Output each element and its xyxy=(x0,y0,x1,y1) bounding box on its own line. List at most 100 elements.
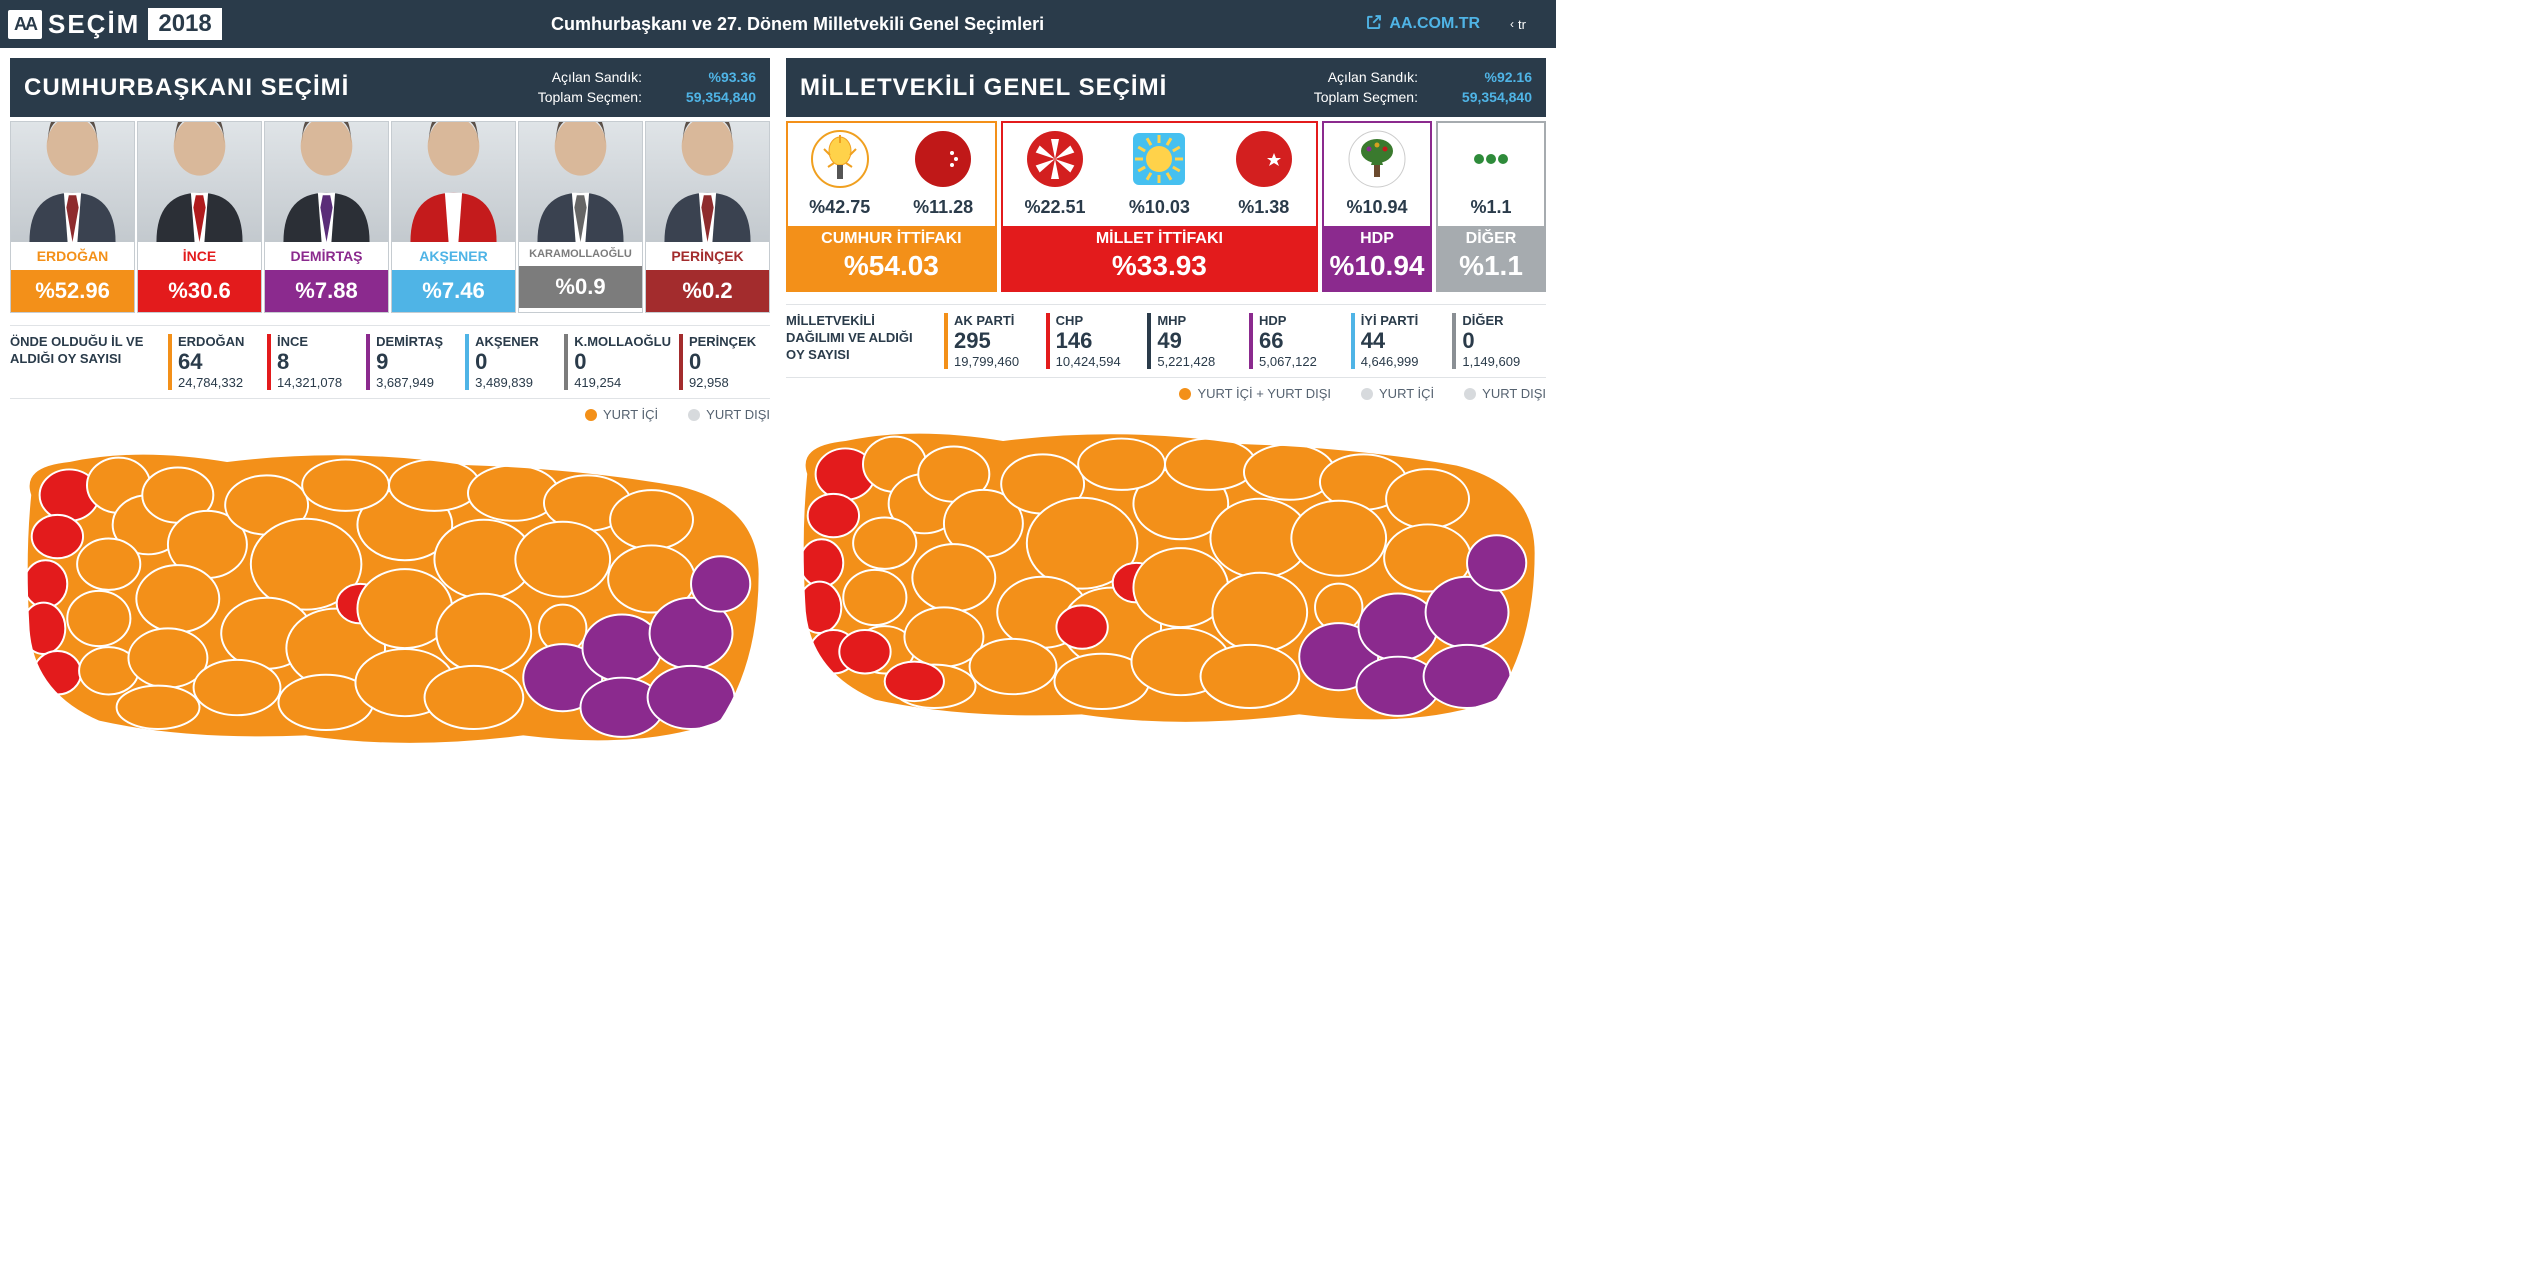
alliance-name: DİĞER xyxy=(1438,226,1544,248)
legend-item[interactable]: YURT İÇİ xyxy=(1361,386,1434,401)
party-col[interactable]: %11.28 xyxy=(891,123,994,226)
site-link[interactable]: AA.COM.TR xyxy=(1365,13,1480,36)
strip-big: 44 xyxy=(1361,328,1445,354)
alliance-name: CUMHUR İTTİFAKI xyxy=(788,226,995,248)
candidate-pct: %52.96 xyxy=(11,270,134,312)
alliance-parties: %10.94 xyxy=(1324,123,1430,226)
strip-small: 5,067,122 xyxy=(1259,354,1343,369)
party-icon-chp xyxy=(1025,129,1085,189)
party-icon-hdp xyxy=(1347,129,1407,189)
alliance-footer: MİLLET İTTİFAKI %33.93 xyxy=(1003,226,1316,290)
presidential-panel: CUMHURBAŞKANI SEÇİMİ Açılan Sandık: %93.3… xyxy=(10,58,770,762)
logo: AA SEÇİM 2018 xyxy=(0,8,230,40)
alliance-box[interactable]: %42.75 %11.28 CUMHUR İTTİFAKI %54.03 xyxy=(786,121,997,292)
legend-item[interactable]: YURT İÇİ + YURT DIŞI xyxy=(1179,386,1331,401)
party-col[interactable]: %1.38 xyxy=(1212,123,1316,226)
candidate-card[interactable]: ERDOĞAN %52.96 xyxy=(10,121,135,313)
alliance-box[interactable]: %10.94 HDP %10.94 xyxy=(1322,121,1432,292)
candidate-name: İNCE xyxy=(138,242,261,270)
alliance-box[interactable]: %1.1 DİĞER %1.1 xyxy=(1436,121,1546,292)
map-legend-left: YURT İÇİ YURT DIŞI xyxy=(10,407,770,422)
candidate-card[interactable]: İNCE %30.6 xyxy=(137,121,262,313)
party-pct: %1.1 xyxy=(1438,189,1544,226)
strip-col: AK PARTİ 295 19,799,460 xyxy=(944,313,1038,369)
strip-big: 0 xyxy=(574,349,671,375)
candidate-pct: %0.2 xyxy=(646,270,769,312)
map-left[interactable] xyxy=(10,426,770,762)
candidate-photo xyxy=(265,122,388,242)
candidate-card[interactable]: DEMİRTAŞ %7.88 xyxy=(264,121,389,313)
voters-val: 59,354,840 xyxy=(1442,88,1532,108)
party-icon-mhp xyxy=(913,129,973,189)
party-pct: %1.38 xyxy=(1212,189,1316,226)
strip-name: K.MOLLAOĞLU xyxy=(574,334,671,349)
party-pct: %42.75 xyxy=(788,189,891,226)
candidate-pct: %0.9 xyxy=(519,266,642,308)
alliance-name: MİLLET İTTİFAKI xyxy=(1003,226,1316,248)
alliance-pct: %54.03 xyxy=(788,248,995,290)
party-col[interactable]: %42.75 xyxy=(788,123,891,226)
legend-item[interactable]: YURT İÇİ xyxy=(585,407,658,422)
candidate-photo xyxy=(519,122,642,242)
candidate-name: KARAMOLLAOĞLU xyxy=(519,242,642,266)
legend-label: YURT İÇİ xyxy=(603,407,658,422)
party-icon-sp xyxy=(1234,129,1294,189)
legend-item[interactable]: YURT DIŞI xyxy=(688,407,770,422)
candidate-photo xyxy=(11,122,134,242)
party-col[interactable]: %1.1 xyxy=(1438,123,1544,226)
strip-big: 66 xyxy=(1259,328,1343,354)
presidential-title: CUMHURBAŞKANI SEÇİMİ xyxy=(24,74,349,102)
candidate-card[interactable]: PERİNÇEK %0.2 xyxy=(645,121,770,313)
map-legend-right: YURT İÇİ + YURT DIŞI YURT İÇİ YURT DIŞI xyxy=(786,386,1546,401)
strip-col: ERDOĞAN 64 24,784,332 xyxy=(168,334,259,390)
strip-col: DEMİRTAŞ 9 3,687,949 xyxy=(366,334,457,390)
strip-col: İNCE 8 14,321,078 xyxy=(267,334,358,390)
party-pct: %22.51 xyxy=(1003,189,1107,226)
party-col[interactable]: %10.94 xyxy=(1324,123,1430,226)
alliance-footer: CUMHUR İTTİFAKI %54.03 xyxy=(788,226,995,290)
alliance-pct: %1.1 xyxy=(1438,248,1544,290)
legend-dot xyxy=(1464,388,1476,400)
party-col[interactable]: %10.03 xyxy=(1107,123,1211,226)
candidate-card[interactable]: KARAMOLLAOĞLU %0.9 xyxy=(518,121,643,313)
strip-small: 3,489,839 xyxy=(475,375,556,390)
candidate-photo xyxy=(138,122,261,242)
alliance-parties: %1.1 xyxy=(1438,123,1544,226)
alliance-parties: %42.75 %11.28 xyxy=(788,123,995,226)
opened-val: %92.16 xyxy=(1442,68,1532,88)
topbar: AA SEÇİM 2018 Cumhurbaşkanı ve 27. Dönem… xyxy=(0,0,1556,48)
lang-selector[interactable]: tr xyxy=(1510,17,1556,32)
strip-col: K.MOLLAOĞLU 0 419,254 xyxy=(564,334,671,390)
legend-label: YURT İÇİ xyxy=(1379,386,1434,401)
alliance-parties: %22.51 %10.03 %1.38 xyxy=(1003,123,1316,226)
legend-label: YURT İÇİ + YURT DIŞI xyxy=(1197,386,1331,401)
opened-label: Açılan Sandık: xyxy=(552,68,642,88)
alliance-footer: DİĞER %1.1 xyxy=(1438,226,1544,290)
party-col[interactable]: %22.51 xyxy=(1003,123,1107,226)
presidential-header: CUMHURBAŞKANI SEÇİMİ Açılan Sandık: %93.3… xyxy=(10,58,770,117)
strip-big: 146 xyxy=(1056,328,1140,354)
opened-val: %93.36 xyxy=(666,68,756,88)
voters-label: Toplam Seçmen: xyxy=(1314,88,1418,108)
legend-item[interactable]: YURT DIŞI xyxy=(1464,386,1546,401)
strip-name: CHP xyxy=(1056,313,1140,328)
alliance-box[interactable]: %22.51 %10.03 %1.38 MİLLET İTTİFAKI %33.… xyxy=(1001,121,1318,292)
candidate-card[interactable]: AKŞENER %7.46 xyxy=(391,121,516,313)
party-icon-diger xyxy=(1461,129,1521,189)
external-link-icon xyxy=(1365,13,1383,36)
strip-small: 10,424,594 xyxy=(1056,354,1140,369)
strip-big: 8 xyxy=(277,349,358,375)
party-pct: %10.94 xyxy=(1324,189,1430,226)
alliance-row: %42.75 %11.28 CUMHUR İTTİFAKI %54.03 %22… xyxy=(786,121,1546,292)
map-right[interactable] xyxy=(786,405,1546,741)
parliament-title: MİLLETVEKİLİ GENEL SEÇİMİ xyxy=(800,74,1167,102)
legend-dot xyxy=(688,409,700,421)
strip-label: MİLLETVEKİLİ DAĞILIMI VE ALDIĞI OY SAYIS… xyxy=(786,313,936,369)
strip-small: 19,799,460 xyxy=(954,354,1038,369)
strip-small: 5,221,428 xyxy=(1157,354,1241,369)
strip-small: 3,687,949 xyxy=(376,375,457,390)
candidate-name: ERDOĞAN xyxy=(11,242,134,270)
parliament-stats: Açılan Sandık:%92.16 Toplam Seçmen:59,35… xyxy=(1314,68,1532,107)
strip-col: PERİNÇEK 0 92,958 xyxy=(679,334,770,390)
logo-year: 2018 xyxy=(148,8,221,40)
